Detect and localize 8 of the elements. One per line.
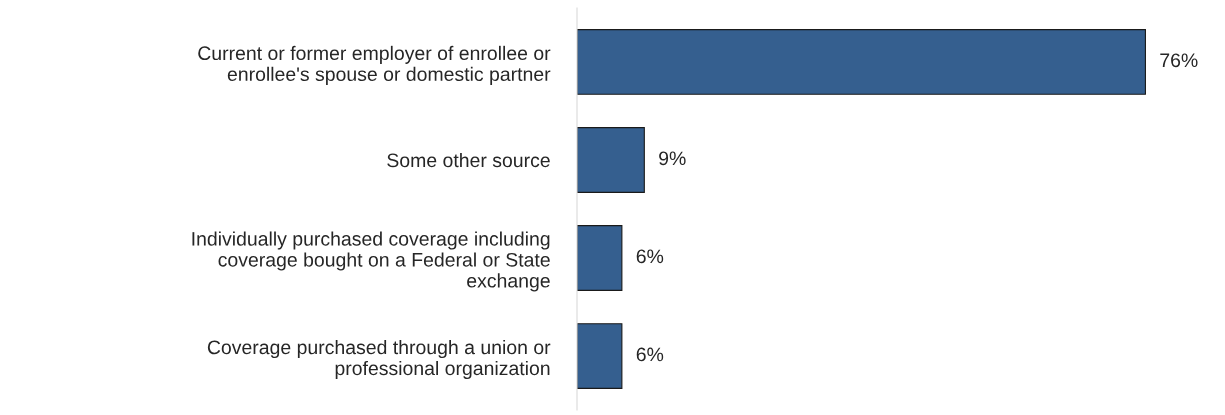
data-label: 6% — [636, 347, 664, 362]
y-tick-label: Current or former employer of enrollee or enrollee's spouse or domestic partner — [198, 45, 551, 85]
data-label: 9% — [659, 151, 686, 166]
data-label: 6% — [636, 249, 664, 264]
y-tick-label: Some other source — [387, 152, 550, 168]
data-label: 76% — [1160, 53, 1198, 68]
y-tick-label: Coverage purchased through a union or professional organization — [207, 339, 551, 380]
y-tick-label: Individually purchased coverage including coverage bought on a Federal or State exchange — [192, 231, 550, 292]
